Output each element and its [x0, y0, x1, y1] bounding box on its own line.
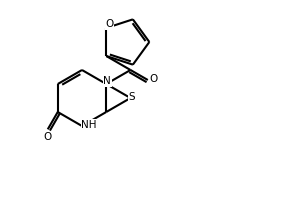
Text: NH: NH: [81, 120, 97, 130]
Text: O: O: [105, 19, 113, 29]
Text: S: S: [128, 92, 135, 102]
Text: N: N: [103, 76, 111, 86]
Text: O: O: [44, 132, 52, 142]
Text: O: O: [150, 74, 158, 84]
